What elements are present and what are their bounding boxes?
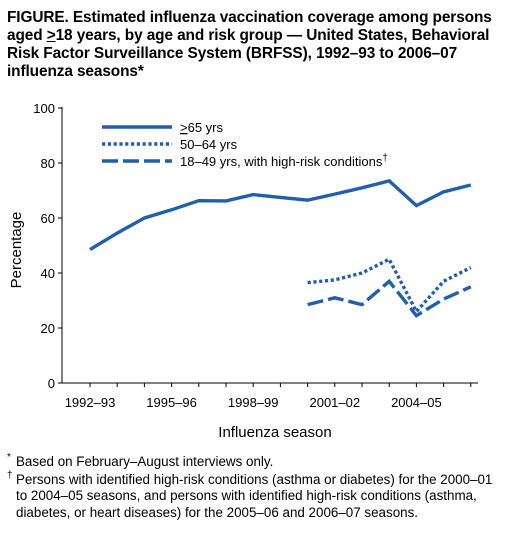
- chart-series-lines: [89, 179, 472, 318]
- legend-label-1: >65 yrs: [180, 120, 223, 135]
- title-suffix: 18 years, by age and risk group — United…: [7, 27, 490, 80]
- x-tick-label: 1992–93: [65, 395, 116, 410]
- series-line-1: [89, 179, 472, 252]
- legend-label-text: 18–49 yrs, with high-risk conditions: [180, 154, 383, 169]
- title-underlined-symbol: >: [46, 27, 56, 44]
- footnote-1-text: Based on February–August interviews only…: [16, 454, 274, 469]
- x-tick-label: 2004–05: [391, 395, 442, 410]
- x-tick-label: 2001–02: [309, 395, 360, 410]
- x-tick-label: 1995–96: [146, 395, 197, 410]
- y-tick-label: 0: [48, 376, 55, 391]
- legend-label-2: 50–64 yrs: [180, 137, 238, 152]
- y-tick-label: 40: [41, 266, 55, 281]
- y-tick-label: 20: [41, 321, 55, 336]
- y-axis-label: Percentage: [8, 212, 25, 289]
- line-chart: 0 20 40 60 80 100 1992–93 1995–96 1998–99 2001–02…: [8, 101, 478, 441]
- footnotes: * Based on February–August interviews onl…: [7, 452, 503, 522]
- y-tick-label: 60: [41, 211, 55, 226]
- footnote-2-marker: †: [7, 469, 13, 481]
- series-line-3: [307, 278, 472, 318]
- legend-label-marker: †: [382, 153, 388, 164]
- legend-label-underlined-symbol: >: [180, 120, 188, 135]
- footnote-2: † Persons with identified high-risk condi…: [7, 469, 503, 522]
- figure-title: FIGURE. Estimated influenza vaccination …: [7, 9, 501, 81]
- x-tick-label: 1998–99: [228, 395, 279, 410]
- legend-label-text: 65 yrs: [188, 120, 224, 135]
- chart-axes: 0 20 40 60 80 100 1992–93 1995–96 1998–99 2001–02…: [33, 101, 478, 410]
- legend-label-3: 18–49 yrs, with high-risk conditions†: [180, 153, 388, 169]
- series-line-2: [307, 257, 472, 315]
- footnote-1: * Based on February–August interviews onl…: [7, 452, 503, 471]
- x-axis-label: Influenza season: [218, 424, 331, 441]
- footnote-2-text: Persons with identified high-risk condit…: [16, 471, 493, 520]
- title-prefix: FIGURE. Estimated influenza vaccination …: [7, 9, 492, 44]
- legend-label-text: 50–64 yrs: [180, 137, 238, 152]
- y-tick-label: 80: [41, 156, 55, 171]
- title-marker: *: [137, 63, 144, 80]
- footnote-1-marker: *: [7, 452, 11, 463]
- y-tick-label: 100: [33, 101, 55, 116]
